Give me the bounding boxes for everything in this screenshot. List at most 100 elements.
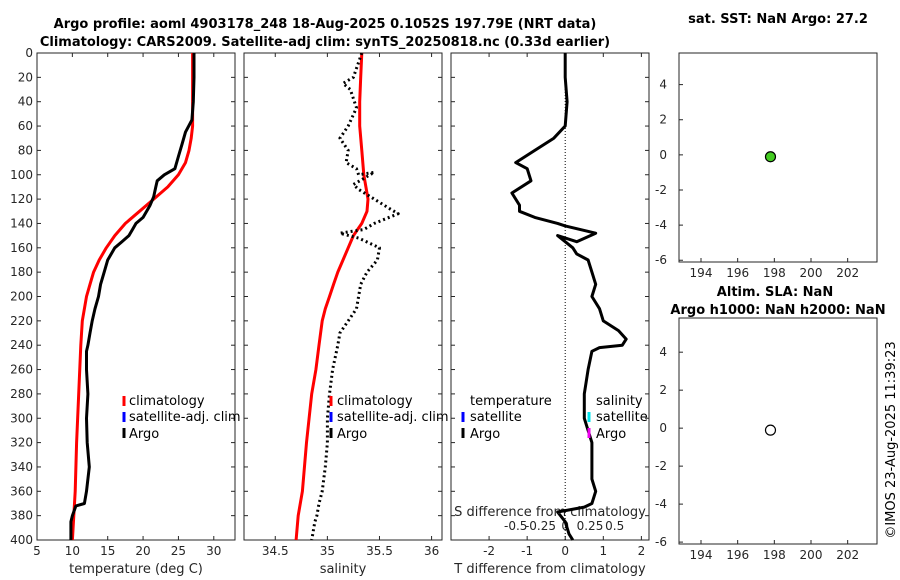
figure-subtitle: Climatology: CARS2009. Satellite-adj cli… <box>40 35 610 50</box>
x-tick-label: 198 <box>763 266 786 280</box>
legend-argo: Argo <box>129 427 159 442</box>
y-tick-label: 280 <box>10 387 33 401</box>
x-tick-label: 0 <box>561 544 569 558</box>
y-tick-label: 380 <box>10 509 33 523</box>
series-t-difference <box>510 53 628 541</box>
data-point <box>764 424 777 436</box>
axes-box <box>36 52 236 541</box>
x-tick-label: 34.5 <box>262 544 289 558</box>
y-tick-label: -2 <box>655 459 667 473</box>
x-axis-label: temperature (deg C) <box>69 562 203 577</box>
y-tick-label: 100 <box>10 168 33 182</box>
difference-legend: temperature satellite Argo salinity sate… <box>461 394 648 442</box>
x-tick-label: 35 <box>320 544 335 558</box>
axes-box <box>678 317 878 545</box>
y-tick-label: 120 <box>10 192 33 206</box>
legend-t-satellite: satellite <box>470 410 522 425</box>
y-tick-label: 2 <box>659 113 667 127</box>
y-tick-label: 240 <box>10 338 33 352</box>
sla-subtitle: Argo h1000: NaN h2000: NaN <box>670 303 885 318</box>
difference-panel: -2 -1 0 1 2-0.5-0.25 0 0.25 0.5S difference fro… <box>450 52 650 577</box>
legend-climatology: climatology <box>129 394 205 409</box>
x2-tick-label: -0.5 <box>504 519 527 533</box>
y-tick-label: -2 <box>655 183 667 197</box>
axes-box <box>678 52 878 263</box>
y-tick-label: 400 <box>10 533 33 547</box>
legend-climatology: climatology <box>337 394 413 409</box>
sla-panel: 194 196 198 200 202 -6 -4 -2 0 2 4 <box>655 317 878 562</box>
x-tick-label: 196 <box>726 548 749 562</box>
legend-s-satellite: satellite <box>596 410 648 425</box>
axes-box <box>450 52 650 541</box>
x-tick-label: 10 <box>65 544 80 558</box>
y-tick-label: 260 <box>10 363 33 377</box>
y-tick-label: -4 <box>655 497 667 511</box>
legend-satellite-adj: satellite-adj. clim <box>337 410 449 425</box>
x-tick-label: 2 <box>638 544 646 558</box>
x-tick-label: 35.5 <box>366 544 393 558</box>
figure-title: Argo profile: aoml 4903178_248 18-Aug-20… <box>54 17 597 32</box>
y-tick-label: 0 <box>659 421 667 435</box>
salinity-panel: 34.5 35 35.5 36 salinity <box>243 52 443 577</box>
y-tick-label: 4 <box>659 78 667 92</box>
x2-axis-label: S difference from climatology <box>454 505 646 520</box>
y-tick-label: 320 <box>10 436 33 450</box>
x-tick-label: -2 <box>483 544 495 558</box>
x-tick-label: 1 <box>599 544 607 558</box>
temperature-legend: climatology satellite-adj. clim Argo <box>122 394 241 442</box>
sst-panel: 194 196 198 200 202 -6 -4 -2 0 2 4 <box>655 52 878 280</box>
axes-box <box>243 52 443 541</box>
y-tick-label: 4 <box>659 345 667 359</box>
x-axis-label: T difference from climatology <box>453 562 646 577</box>
x-tick-label: 194 <box>690 266 713 280</box>
sst-title: sat. SST: NaN Argo: 27.2 <box>688 12 868 27</box>
x-tick-label: 196 <box>726 266 749 280</box>
y-tick-label: -4 <box>655 218 667 232</box>
x-tick-label: 30 <box>206 544 221 558</box>
x2-tick-label: 0.25 <box>577 519 604 533</box>
salinity-legend: climatology satellite-adj. clim Argo <box>329 394 449 442</box>
y-tick-label: 180 <box>10 265 33 279</box>
legend-temperature: temperature <box>470 394 552 409</box>
x-tick-label: 194 <box>690 548 713 562</box>
y-tick-label: 2 <box>659 383 667 397</box>
x-tick-label: 25 <box>171 544 186 558</box>
y-tick-label: 20 <box>18 70 33 84</box>
series-climatology <box>294 52 370 541</box>
y-tick-label: 220 <box>10 314 33 328</box>
data-point <box>764 151 777 163</box>
x-tick-label: 36 <box>424 544 439 558</box>
y-tick-label: 40 <box>18 95 33 109</box>
series-argo <box>69 53 196 540</box>
x-tick-label: 200 <box>800 266 823 280</box>
legend-satellite-adj: satellite-adj. clim <box>129 410 241 425</box>
sla-title: Altim. SLA: NaN <box>717 285 833 300</box>
x-tick-label: 200 <box>800 548 823 562</box>
x2-tick-label: -0.25 <box>525 519 556 533</box>
y-tick-label: 200 <box>10 290 33 304</box>
y-tick-label: 340 <box>10 460 33 474</box>
y-tick-label: 80 <box>18 143 33 157</box>
legend-s-argo: Argo <box>596 427 626 442</box>
x-tick-label: -1 <box>521 544 533 558</box>
y-tick-label: 140 <box>10 216 33 230</box>
x-tick-label: 5 <box>33 544 41 558</box>
y-tick-label: 0 <box>659 148 667 162</box>
x-tick-label: 202 <box>836 266 859 280</box>
timestamp-stamp: ©IMOS 23-Aug-2025 11:39:23 <box>884 341 899 538</box>
legend-argo: Argo <box>337 427 367 442</box>
legend-t-argo: Argo <box>470 427 500 442</box>
series-argo <box>310 52 400 541</box>
x-tick-label: 15 <box>100 544 115 558</box>
x2-tick-label: 0.5 <box>605 519 624 533</box>
y-tick-label: 0 <box>25 46 33 60</box>
x-tick-label: 20 <box>135 544 150 558</box>
legend-salinity: salinity <box>596 394 643 409</box>
y-tick-label: -6 <box>655 535 667 549</box>
y-tick-label: 160 <box>10 241 33 255</box>
series-climatology <box>70 53 195 541</box>
x-axis-label: salinity <box>320 562 367 577</box>
x-tick-label: 198 <box>763 548 786 562</box>
y-tick-label: 360 <box>10 484 33 498</box>
